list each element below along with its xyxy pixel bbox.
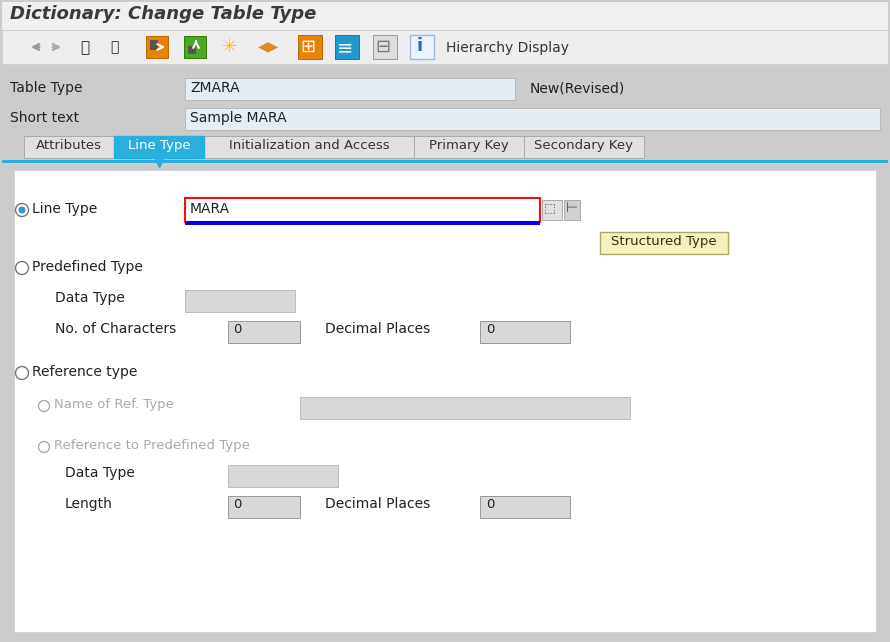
Bar bbox=[14, 170, 876, 632]
Circle shape bbox=[38, 401, 50, 412]
Bar bbox=[2, 64, 888, 640]
Text: Short text: Short text bbox=[10, 111, 79, 125]
Bar bbox=[228, 321, 300, 343]
Text: Length: Length bbox=[65, 497, 113, 511]
Bar bbox=[542, 200, 562, 220]
Bar bbox=[373, 35, 397, 59]
Text: 0: 0 bbox=[486, 323, 494, 336]
Bar bbox=[228, 465, 338, 487]
Text: ⊞: ⊞ bbox=[300, 38, 315, 56]
Text: Secondary Key: Secondary Key bbox=[535, 139, 634, 152]
Bar bbox=[298, 35, 322, 59]
Text: Sample MARA: Sample MARA bbox=[190, 111, 287, 125]
Text: Hierarchy Display: Hierarchy Display bbox=[446, 41, 569, 55]
Circle shape bbox=[15, 261, 28, 275]
Bar bbox=[185, 290, 295, 312]
Text: ≡: ≡ bbox=[337, 38, 353, 57]
Circle shape bbox=[19, 207, 26, 214]
Circle shape bbox=[38, 442, 50, 453]
Bar bbox=[2, 163, 888, 642]
Bar bbox=[480, 321, 570, 343]
Text: 👥: 👥 bbox=[110, 40, 118, 54]
Text: i: i bbox=[416, 37, 422, 55]
Bar bbox=[146, 36, 168, 58]
Bar bbox=[185, 221, 540, 225]
Bar bbox=[600, 232, 728, 254]
Text: Structured Type: Structured Type bbox=[611, 235, 716, 248]
Text: Line Type: Line Type bbox=[127, 139, 190, 152]
Text: ✳: ✳ bbox=[222, 38, 237, 56]
Bar bbox=[228, 496, 300, 518]
Bar bbox=[300, 397, 630, 419]
Text: Attributes: Attributes bbox=[36, 139, 102, 152]
Text: 🔍: 🔍 bbox=[80, 40, 89, 55]
Bar bbox=[184, 36, 206, 58]
Text: ⊟: ⊟ bbox=[375, 38, 390, 56]
Bar bbox=[24, 136, 114, 158]
Bar bbox=[185, 108, 880, 130]
Bar bbox=[2, 2, 888, 30]
Text: Name of Ref. Type: Name of Ref. Type bbox=[54, 398, 174, 411]
Bar bbox=[204, 136, 414, 158]
Bar bbox=[114, 136, 204, 158]
Text: Data Type: Data Type bbox=[65, 466, 135, 480]
Text: Predefined Type: Predefined Type bbox=[32, 260, 143, 274]
Text: 0: 0 bbox=[233, 498, 241, 511]
Text: 0: 0 bbox=[233, 323, 241, 336]
Text: Reference type: Reference type bbox=[32, 365, 137, 379]
Text: MARA: MARA bbox=[190, 202, 231, 216]
Bar bbox=[188, 46, 196, 54]
Bar bbox=[335, 35, 359, 59]
Text: ◀▶: ◀▶ bbox=[258, 39, 279, 53]
Text: Initialization and Access: Initialization and Access bbox=[229, 139, 389, 152]
Bar bbox=[2, 30, 888, 64]
Circle shape bbox=[15, 204, 28, 216]
Bar bbox=[185, 198, 540, 222]
Text: Decimal Places: Decimal Places bbox=[325, 322, 430, 336]
Bar bbox=[564, 200, 580, 220]
Text: Data Type: Data Type bbox=[55, 291, 125, 305]
Text: Reference to Predefined Type: Reference to Predefined Type bbox=[54, 439, 250, 452]
Text: Line Type: Line Type bbox=[32, 202, 97, 216]
Text: Table Type: Table Type bbox=[10, 81, 83, 95]
Bar bbox=[2, 160, 888, 163]
Text: Primary Key: Primary Key bbox=[429, 139, 509, 152]
Text: No. of Characters: No. of Characters bbox=[55, 322, 176, 336]
Text: ⊢: ⊢ bbox=[566, 201, 578, 215]
Circle shape bbox=[15, 367, 28, 379]
Text: 0: 0 bbox=[486, 498, 494, 511]
Text: Dictionary: Change Table Type: Dictionary: Change Table Type bbox=[10, 5, 316, 23]
Text: New(Revised): New(Revised) bbox=[530, 81, 626, 95]
Text: ZMARA: ZMARA bbox=[190, 81, 239, 95]
Bar bbox=[150, 40, 158, 50]
Bar bbox=[480, 496, 570, 518]
Text: ⬚: ⬚ bbox=[544, 201, 555, 214]
Bar bbox=[185, 78, 515, 100]
Text: Decimal Places: Decimal Places bbox=[325, 497, 430, 511]
Bar bbox=[414, 136, 524, 158]
Bar bbox=[524, 136, 644, 158]
Bar bbox=[410, 35, 434, 59]
